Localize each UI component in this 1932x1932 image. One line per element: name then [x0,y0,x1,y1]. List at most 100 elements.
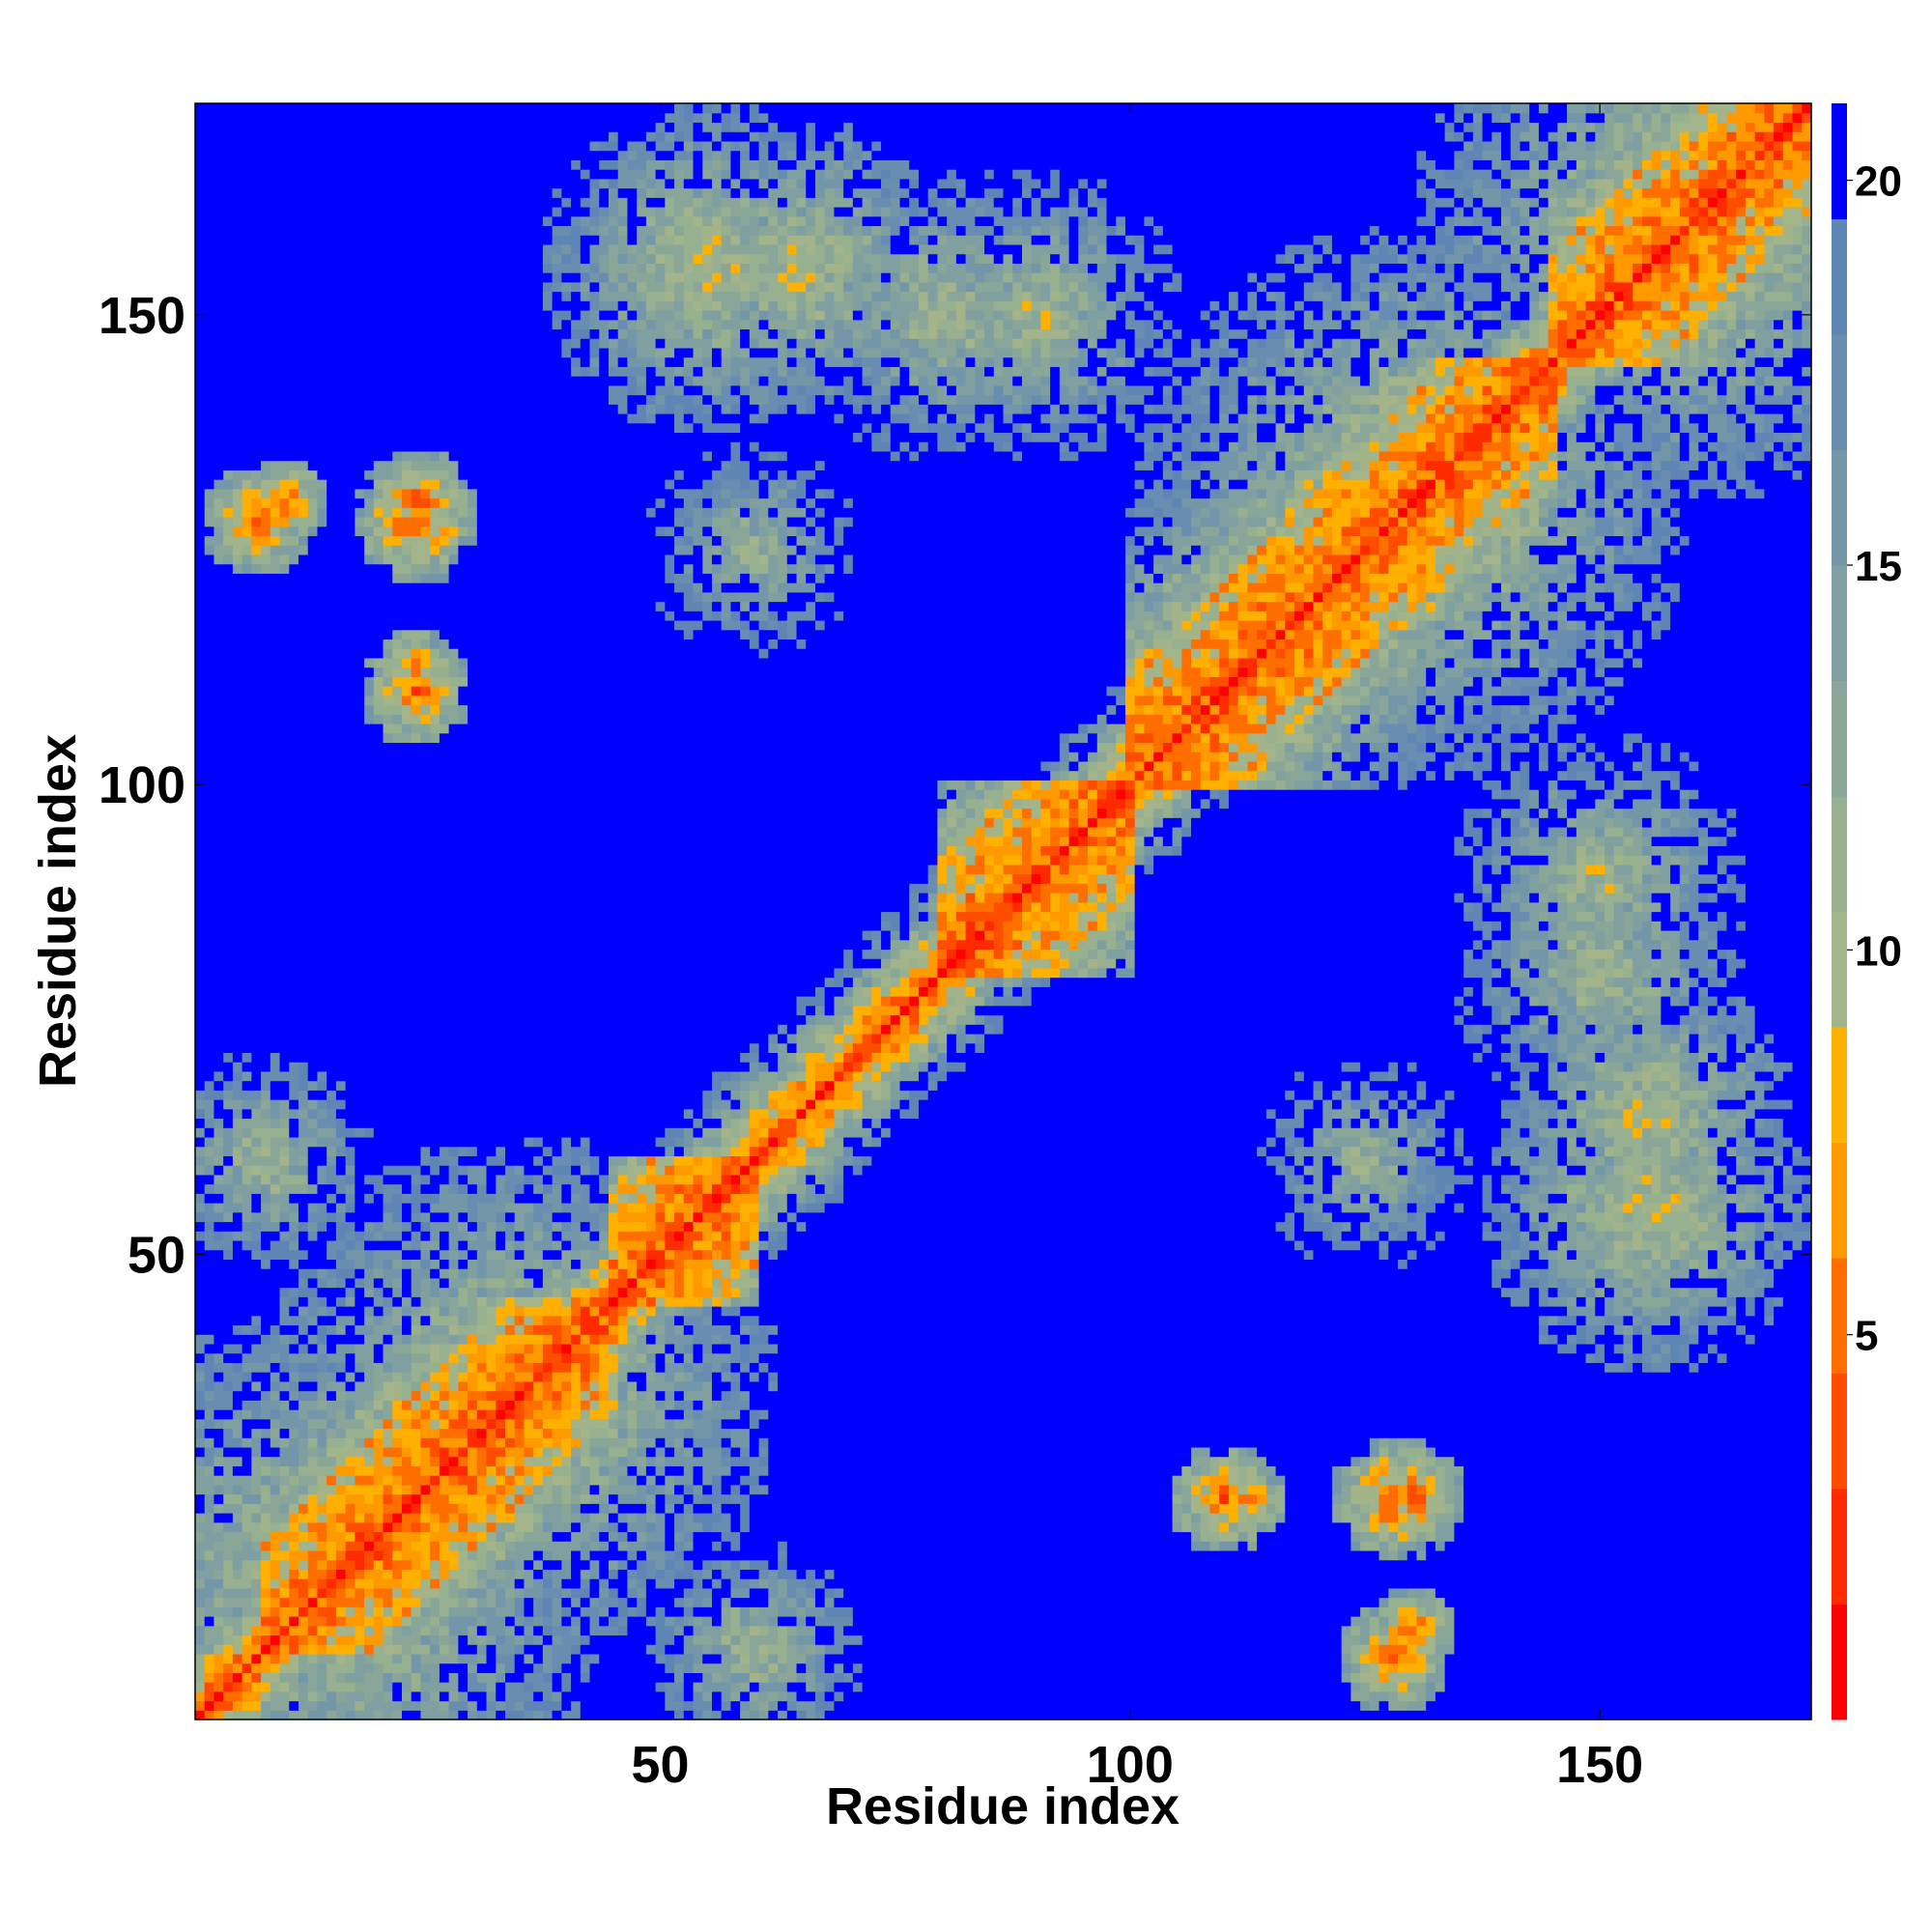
heatmap-cell [1745,996,1812,1007]
heatmap-cell [279,1352,290,1363]
heatmap-cell [355,1503,384,1514]
heatmap-cell [496,1672,506,1683]
heatmap-cell [824,1644,844,1655]
heatmap-cell [881,1052,910,1063]
heatmap-cell [1689,1324,1699,1335]
heatmap-cell [730,1343,741,1354]
heatmap-cell [1482,1052,1502,1063]
heatmap-cell [645,1221,657,1232]
heatmap-cell [758,1211,769,1223]
heatmap-cell [430,1400,440,1410]
heatmap-cell [608,1306,619,1317]
heatmap-cell [1416,1456,1427,1466]
heatmap-cell [1548,1296,1568,1307]
heatmap-cell [580,1428,591,1438]
heatmap-cell [683,1672,703,1683]
heatmap-cell [814,1616,854,1627]
heatmap-cell [721,1390,732,1401]
heatmap-cell [542,1390,554,1401]
heatmap-cell [213,1334,262,1345]
heatmap-cell [364,1541,375,1551]
heatmap-cell [814,1672,836,1683]
heatmap-cell [1567,1090,1577,1100]
heatmap-cell [758,1690,769,1702]
heatmap-cell [251,1052,271,1063]
heatmap-cell [749,1493,1174,1504]
heatmap-cell [862,1136,872,1148]
heatmap-cell [476,1268,488,1279]
heatmap-cell [730,1249,741,1260]
heatmap-cell [1651,1324,1681,1335]
heatmap-cell [580,1296,591,1307]
heatmap-cell [806,1136,816,1148]
heatmap-cell [1774,1033,1812,1044]
heatmap-cell [740,1165,751,1176]
heatmap-cell [617,1409,629,1420]
heatmap-cell [1651,1268,1662,1279]
heatmap-cell [1661,1042,1671,1053]
heatmap-cell [1360,1118,1371,1128]
heatmap-cell [298,1493,309,1504]
heatmap-cell [298,1362,319,1373]
heatmap-cell [289,1700,299,1711]
heatmap-cell [1350,1099,1371,1110]
heatmap-cell [814,1662,826,1673]
heatmap-cell [242,1493,262,1504]
heatmap-cell [476,1700,488,1711]
heatmap-cell [251,1146,262,1156]
heatmap-cell [814,1080,826,1091]
heatmap-cell [411,1315,422,1326]
heatmap-cell [1689,1259,1699,1269]
heatmap-cell [524,1136,534,1148]
heatmap-cell [298,1062,309,1072]
heatmap-cell [1595,1118,1605,1128]
heatmap-cell [721,1446,732,1458]
heatmap-cell [1360,1682,1371,1692]
heatmap-cell [542,1437,554,1448]
heatmap-cell [327,1249,337,1260]
heatmap-cell [740,1203,760,1213]
heatmap-cell [195,967,836,979]
heatmap-cell [1641,1062,1653,1072]
heatmap-cell [796,1165,807,1176]
heatmap-cell [486,1465,497,1476]
heatmap-cell [843,1024,864,1035]
heatmap-cell [1726,1239,1737,1251]
heatmap-cell [317,1503,327,1514]
heatmap-cell [468,1672,478,1683]
heatmap-cell [730,1521,741,1533]
heatmap-cell [1557,1014,1568,1025]
heatmap-cell [335,1127,355,1138]
heatmap-cell [1378,1446,1389,1458]
heatmap-cell [843,1108,854,1120]
heatmap-cell [580,1484,591,1495]
heatmap-cell [307,1710,327,1720]
heatmap-cell [749,1211,760,1223]
heatmap-cell [524,1428,544,1438]
heatmap-cell [204,1634,224,1645]
heatmap-cell [355,1400,365,1410]
heatmap-cell [852,1070,864,1082]
heatmap-cell [768,1042,779,1053]
heatmap-cell [514,1324,526,1335]
heatmap-cell [1633,1165,1643,1176]
heatmap-cell [1265,1155,1286,1166]
heatmap-cell [476,1625,488,1636]
heatmap-cell [420,1287,431,1297]
heatmap-cell [1613,1231,1634,1241]
heatmap-cell [1633,1090,1643,1100]
heatmap-cell [298,1090,309,1100]
heatmap-cell [364,1569,384,1579]
heatmap-cell [223,1465,234,1476]
heatmap-cell [242,1409,252,1420]
heatmap-cell [1388,1062,1399,1072]
heatmap-cell [542,1183,554,1194]
heatmap-cell [307,1418,327,1430]
heatmap-cell [1360,1193,1371,1204]
heatmap-cell [665,1541,675,1551]
heatmap-cell [307,1531,319,1542]
heatmap-cell [364,1418,375,1430]
heatmap-cell [458,1211,469,1223]
heatmap-cell [637,1380,647,1392]
heatmap-cell [1416,1541,1427,1551]
